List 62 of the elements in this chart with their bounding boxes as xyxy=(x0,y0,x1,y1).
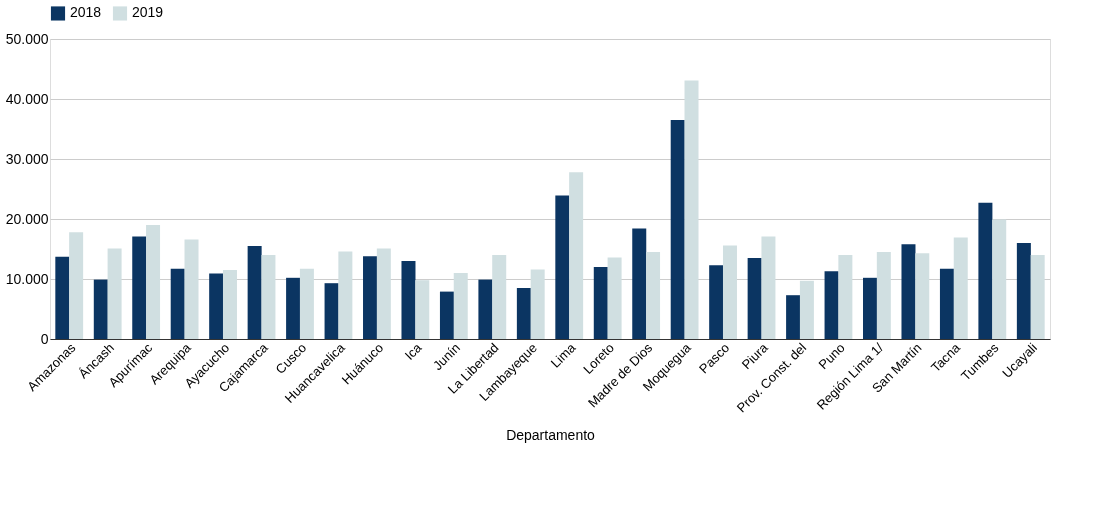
bar xyxy=(722,245,737,339)
bar xyxy=(632,228,647,339)
y-tick-label: 10.000 xyxy=(5,270,49,287)
bar xyxy=(1030,255,1045,339)
bar xyxy=(646,252,661,339)
bar xyxy=(132,236,147,339)
bar xyxy=(555,195,570,339)
bar xyxy=(684,80,699,339)
bar xyxy=(569,172,584,339)
bar xyxy=(953,237,968,339)
bar xyxy=(261,255,276,339)
bar xyxy=(915,253,930,339)
bar xyxy=(992,219,1007,339)
bar xyxy=(376,248,391,339)
bar xyxy=(978,202,993,339)
bar xyxy=(107,248,122,339)
x-tick-label: Ica xyxy=(401,339,426,363)
bar xyxy=(222,270,237,339)
bar xyxy=(670,120,685,339)
bar xyxy=(607,257,622,339)
bar xyxy=(761,236,776,339)
x-axis-title: Departamento xyxy=(506,427,596,444)
legend-label: 2018 xyxy=(70,4,102,21)
bar xyxy=(516,288,531,339)
bar xyxy=(338,251,353,339)
bar xyxy=(838,255,853,339)
bar xyxy=(170,268,185,339)
y-tick-label: 30.000 xyxy=(5,150,49,167)
bar xyxy=(747,258,762,339)
bar xyxy=(901,244,916,339)
bar xyxy=(709,265,724,339)
bar xyxy=(286,277,301,339)
bar xyxy=(93,279,108,339)
bar xyxy=(146,225,161,339)
bar xyxy=(401,261,416,339)
bar xyxy=(55,256,70,339)
bar xyxy=(324,283,339,339)
bar xyxy=(824,271,839,339)
bar xyxy=(478,279,493,339)
y-tick-label: 40.000 xyxy=(5,90,49,107)
bar xyxy=(530,269,545,339)
bar xyxy=(863,277,878,339)
y-tick-label: 50.000 xyxy=(5,30,49,47)
bar xyxy=(876,252,891,339)
bar xyxy=(184,239,199,339)
bar xyxy=(247,246,262,339)
bar xyxy=(363,256,378,339)
bar xyxy=(492,255,507,339)
bar xyxy=(786,295,801,339)
y-tick-label: 20.000 xyxy=(5,210,49,227)
bar xyxy=(299,268,314,339)
bar xyxy=(799,280,814,339)
bar xyxy=(69,232,84,339)
bar xyxy=(439,291,454,339)
bar xyxy=(939,268,954,339)
bar xyxy=(1016,243,1031,339)
bar xyxy=(209,273,224,339)
bar xyxy=(453,273,468,339)
legend-label: 2019 xyxy=(132,4,164,21)
y-tick-label: 0 xyxy=(40,330,49,347)
bar xyxy=(593,267,608,339)
bar xyxy=(415,280,430,339)
